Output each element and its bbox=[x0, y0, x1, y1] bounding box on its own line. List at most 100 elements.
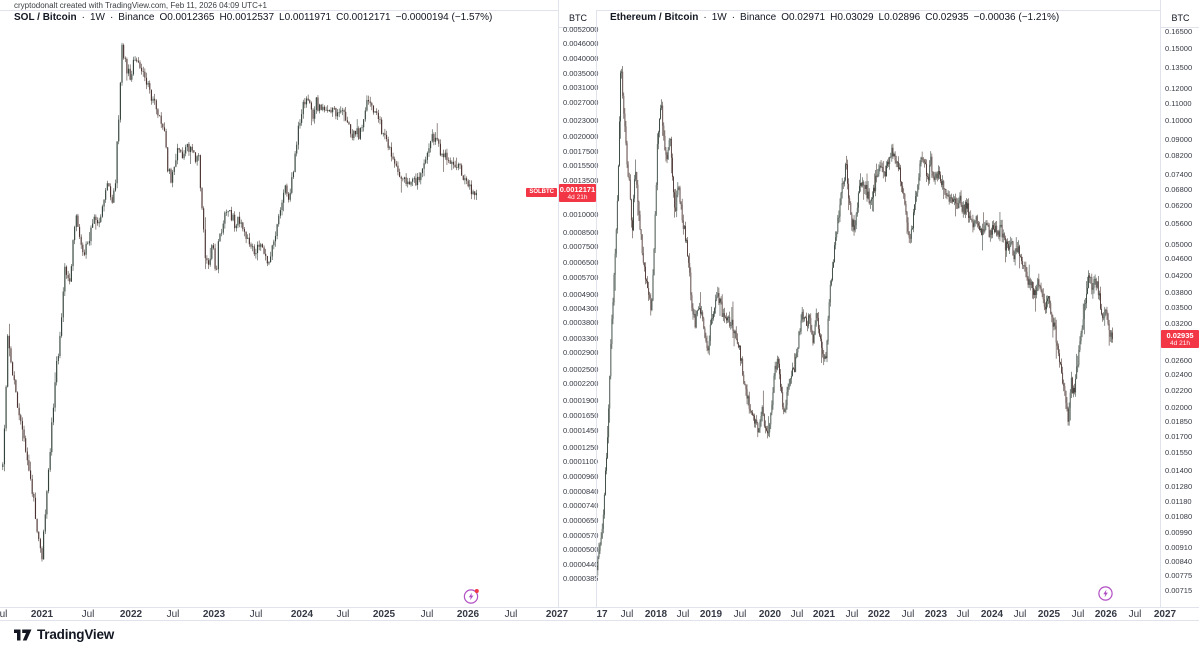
price-tick-label: 0.0002500 bbox=[563, 364, 599, 374]
price-tick-label: 0.0006500 bbox=[563, 257, 599, 267]
exchange-label: Binance bbox=[118, 12, 155, 23]
ohlc-c-value: C0.02935 bbox=[925, 12, 969, 23]
time-tick-label: Jul bbox=[676, 609, 690, 620]
down-wicks bbox=[9, 43, 475, 562]
bottom-bar: TradingView bbox=[0, 621, 1199, 647]
price-tick-label: 0.03500 bbox=[1165, 303, 1193, 312]
last-price-value: 0.02935 bbox=[1166, 331, 1194, 341]
price-tick-label: 0.08200 bbox=[1165, 151, 1193, 161]
lightning-bolt-icon bbox=[468, 592, 474, 601]
price-tick-label: 0.0001900 bbox=[563, 395, 599, 405]
last-price-label-eth: 0.02935 4d 21h bbox=[1161, 330, 1199, 349]
price-tick-label: 0.13500 bbox=[1165, 62, 1193, 72]
price-tick-label: 0.02400 bbox=[1165, 370, 1193, 380]
price-tick-label: 0.00910 bbox=[1165, 542, 1193, 552]
chart-plot-eth-btc[interactable] bbox=[597, 0, 1159, 607]
price-tick-label: 0.03200 bbox=[1165, 318, 1193, 328]
change-value: −0.0000194 (−1.57%) bbox=[395, 12, 493, 23]
pane-top-border bbox=[0, 10, 1199, 11]
price-tick-label: 0.0023000 bbox=[563, 116, 599, 126]
price-axis-sol[interactable]: BTC 0.0052000 0.0046000 0.0040000 0.0035000… bbox=[558, 0, 599, 607]
price-tick-label: 0.02600 bbox=[1165, 355, 1193, 365]
time-tick-label: 2022 bbox=[119, 609, 143, 620]
time-tick-label: 2026 bbox=[1094, 609, 1118, 620]
price-tick-label: 0.0013500 bbox=[563, 176, 599, 185]
time-tick-label: 2026 bbox=[456, 609, 480, 620]
price-tick-label: 0.00775 bbox=[1165, 571, 1193, 581]
time-tick-label: Jul bbox=[620, 609, 634, 620]
change-value: −0.00036 (−1.21%) bbox=[973, 12, 1060, 23]
up-bodies bbox=[2, 44, 477, 560]
price-tick-label: 0.15000 bbox=[1165, 43, 1193, 53]
time-tick-label: Jul bbox=[1013, 609, 1027, 620]
time-tick-label: Jul bbox=[733, 609, 747, 620]
price-tick-label: 0.0000740 bbox=[563, 501, 599, 511]
spark-circle bbox=[1098, 586, 1113, 601]
time-tick-label: 2021 bbox=[30, 609, 54, 620]
price-tick-label: 0.0015500 bbox=[563, 160, 599, 170]
price-tick-label: 0.09000 bbox=[1165, 134, 1193, 144]
chart-plot-sol-btc[interactable] bbox=[0, 0, 557, 607]
price-tick-label: 0.05600 bbox=[1165, 219, 1193, 229]
time-tick-label: 2027 bbox=[545, 609, 569, 620]
last-price-label-sol: 0.0012171 4d 21h bbox=[559, 183, 596, 202]
price-tick-label: 0.16500 bbox=[1165, 27, 1193, 36]
tradingview-logo[interactable]: TradingView bbox=[14, 627, 114, 642]
axis-currency-label: BTC bbox=[1161, 10, 1199, 28]
separator: · bbox=[109, 12, 114, 23]
bottom-bar-border bbox=[0, 620, 1199, 621]
price-tick-label: 0.0052000 bbox=[563, 25, 599, 34]
tradingview-logo-icon bbox=[14, 629, 32, 640]
attribution-text: cryptodonalt created with TradingView.co… bbox=[14, 1, 267, 10]
time-tick-label: Jul bbox=[901, 609, 915, 620]
price-tick-label: 0.07400 bbox=[1165, 169, 1193, 179]
price-tick-label: 0.0000960 bbox=[563, 472, 599, 482]
symbol-info-eth: Ethereum / Bitcoin · 1W · Binance O0.02971 H0.… bbox=[610, 12, 1064, 23]
time-tick-label: 2024 bbox=[290, 609, 314, 620]
time-tick-label: Jul bbox=[81, 609, 95, 620]
price-tick-label: 0.0017500 bbox=[563, 146, 599, 156]
price-axis-eth[interactable]: BTC 0.16500 0.15000 0.13500 0.12000 0.11000 0… bbox=[1160, 0, 1199, 607]
price-tick-label: 0.00715 bbox=[1165, 585, 1193, 595]
lightning-bolt-icon bbox=[1103, 589, 1108, 598]
price-tick-label: 0.0031000 bbox=[563, 82, 599, 92]
price-tick-label: 0.0008500 bbox=[563, 227, 599, 237]
ohlc-c-value: C0.0012171 bbox=[336, 12, 391, 23]
price-tick-label: 0.02200 bbox=[1165, 385, 1193, 395]
time-tick-label: 17 bbox=[596, 609, 608, 620]
candlestick-series bbox=[597, 66, 1113, 576]
price-tick-label: 0.0007500 bbox=[563, 241, 599, 251]
spark-idea-icon[interactable] bbox=[463, 588, 480, 605]
time-tick-label: Jul bbox=[1071, 609, 1085, 620]
price-tick-label: 0.0000570 bbox=[563, 530, 599, 540]
price-tick-label: 0.0001450 bbox=[563, 425, 599, 435]
price-tick-label: 0.12000 bbox=[1165, 83, 1193, 93]
ohlc-l-value: L0.02896 bbox=[878, 12, 921, 23]
interval-label: 1W bbox=[711, 12, 727, 23]
axis-currency-label: BTC bbox=[559, 10, 597, 28]
ohlc-o-value: O0.02971 bbox=[781, 12, 826, 23]
symbol-name: Ethereum / Bitcoin bbox=[610, 12, 699, 23]
price-tick-label: 0.0000500 bbox=[563, 545, 599, 555]
price-tick-label: 0.11000 bbox=[1165, 99, 1192, 109]
up-wicks bbox=[597, 68, 1112, 576]
price-tick-label: 0.0005700 bbox=[563, 272, 599, 282]
ohlc-l-value: L0.0011971 bbox=[279, 12, 332, 23]
ohlc-o-value: O0.0012365 bbox=[159, 12, 215, 23]
price-tick-label: 0.0040000 bbox=[563, 54, 599, 64]
spark-idea-icon[interactable] bbox=[1097, 585, 1114, 602]
time-axis[interactable]: Jul 2021 Jul 2022 Jul 2023 Jul 2024 Jul 2025 Jul 20… bbox=[0, 608, 1199, 621]
pane-divider[interactable] bbox=[596, 10, 597, 621]
price-tick-label: 0.0004300 bbox=[563, 304, 599, 314]
price-tick-label: 0.0046000 bbox=[563, 38, 599, 48]
down-bodies bbox=[597, 71, 1113, 571]
time-tick-label: 2018 bbox=[644, 609, 668, 620]
down-bodies bbox=[8, 44, 476, 560]
price-tick-label: 0.0000840 bbox=[563, 487, 599, 496]
price-tick-label: 0.0010000 bbox=[563, 209, 599, 219]
up-bodies bbox=[597, 71, 1112, 571]
price-tick-label: 0.01850 bbox=[1165, 416, 1193, 426]
time-tick-label: Jul bbox=[790, 609, 804, 620]
price-tick-label: 0.04600 bbox=[1165, 254, 1193, 264]
